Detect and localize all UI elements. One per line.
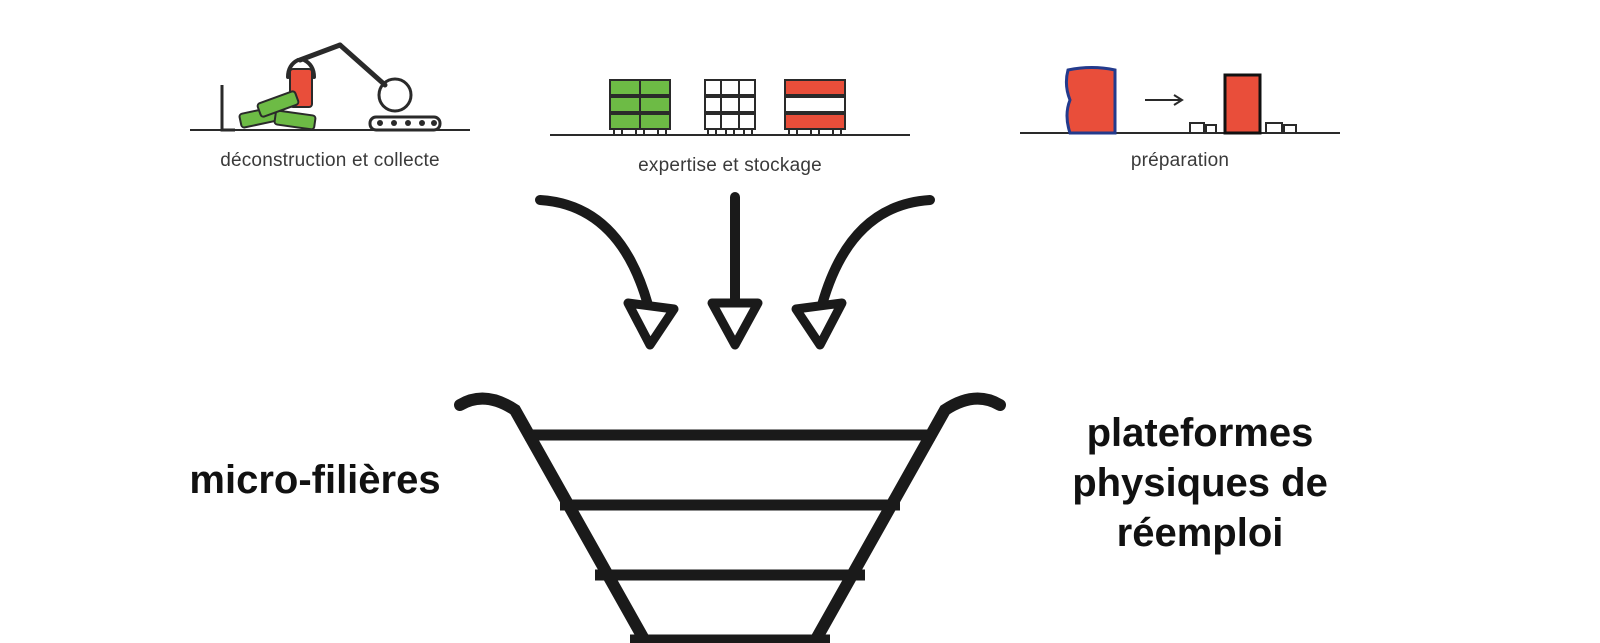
arrows-converging	[460, 185, 1000, 365]
label-left: micro-filières	[165, 455, 465, 505]
step3-label: préparation	[1020, 150, 1340, 172]
storage-icon	[550, 50, 910, 150]
step1-label: déconstruction et collecte	[180, 150, 480, 172]
step2-label: expertise et stockage	[550, 155, 910, 177]
deconstruction-icon	[180, 35, 480, 145]
step-preparation: préparation	[1020, 45, 1340, 172]
label-right: plateformes physiques de réemploi	[1030, 408, 1370, 558]
preparation-icon	[1020, 45, 1340, 145]
step-expertise: expertise et stockage	[550, 50, 910, 177]
funnel-icon	[430, 380, 1030, 643]
diagram-canvas: déconstruction et collecte	[0, 0, 1600, 643]
step-deconstruction: déconstruction et collecte	[180, 35, 480, 172]
